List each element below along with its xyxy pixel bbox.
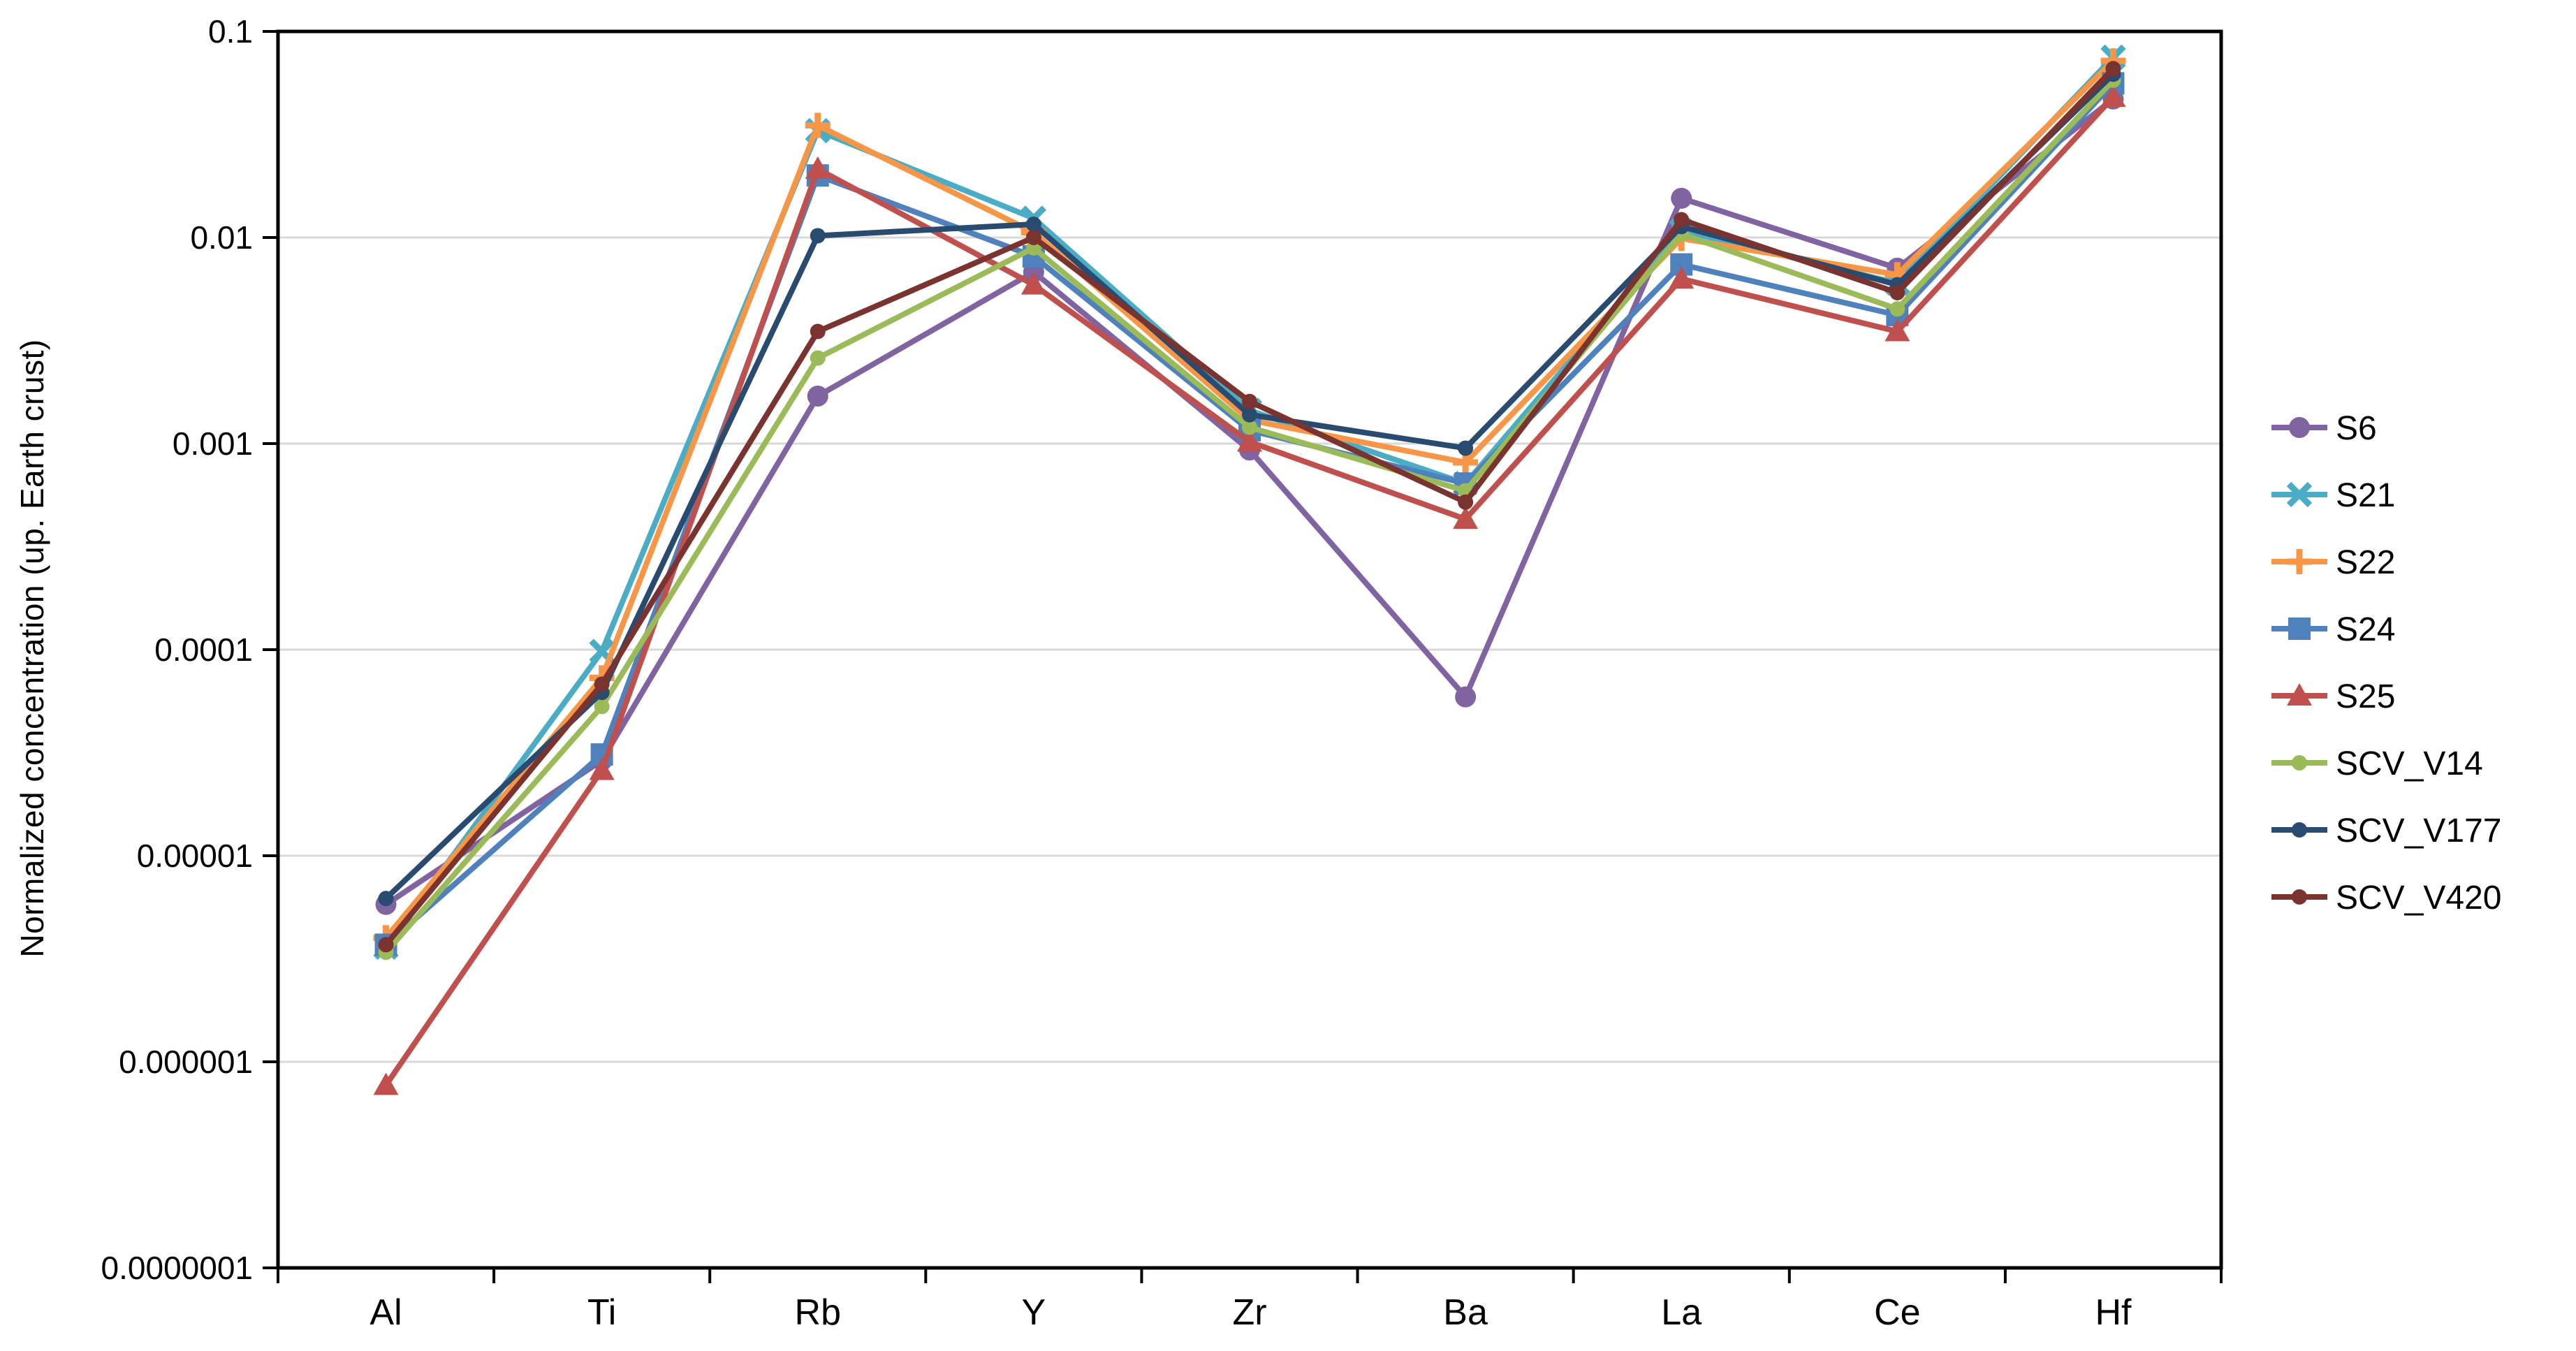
marker-SCV_V14-Rb	[810, 350, 826, 366]
x-category-label: Zr	[1232, 1292, 1266, 1333]
legend-label-S21: S21	[2336, 477, 2395, 514]
marker-SCV_V420-Al	[378, 937, 394, 953]
marker-S25-Ce	[1885, 319, 1910, 342]
x-category-label: La	[1661, 1292, 1702, 1333]
series-line-S25	[383, 95, 2116, 1087]
legend-marker-SCV_V14	[2292, 755, 2307, 771]
marker-SCV_V14-Zr	[1242, 419, 1257, 435]
legend-label-S22: S22	[2336, 544, 2395, 581]
marker-SCV_V420-Ba	[1458, 494, 1474, 510]
marker-S25-Zr	[1237, 429, 1262, 452]
legend-label-S25: S25	[2336, 678, 2395, 715]
marker-S25-Al	[373, 1072, 399, 1095]
marker-S25-Y	[1020, 272, 1046, 295]
marker-S25-Rb	[805, 156, 830, 179]
marker-SCV_V14-Ce	[1889, 301, 1905, 317]
x-category-label: Ce	[1874, 1292, 1920, 1333]
y-tick-label: 0.01	[190, 219, 253, 256]
y-tick-label: 0.0000001	[101, 1250, 253, 1286]
x-category-label: Rb	[795, 1292, 841, 1333]
marker-SCV_V420-Y	[1025, 230, 1041, 245]
legend-label-SCV_V14: SCV_V14	[2336, 745, 2483, 782]
legend-marker-SCV_V177	[2292, 822, 2307, 838]
marker-SCV_V420-Rb	[810, 323, 826, 339]
marker-SCV_V420-Ti	[594, 676, 610, 692]
x-category-label: Ba	[1443, 1292, 1488, 1333]
x-category-label: Hf	[2095, 1292, 2132, 1333]
y-tick-label: 0.1	[208, 13, 253, 50]
marker-S6-La	[1671, 187, 1692, 209]
legend-marker-S25	[2287, 683, 2312, 706]
marker-SCV_V177-Y	[1025, 216, 1041, 232]
y-tick-label: 0.00001	[137, 838, 253, 874]
x-category-label: Y	[1022, 1292, 1046, 1333]
series-line-SCV_V420	[383, 66, 2116, 947]
marker-SCV_V420-Ce	[1889, 284, 1905, 300]
y-tick-label: 0.000001	[119, 1044, 253, 1080]
x-category-label: Al	[369, 1292, 402, 1333]
marker-S6-Rb	[807, 386, 828, 407]
legend-label-S6: S6	[2336, 410, 2377, 447]
marker-SCV_V177-Rb	[810, 228, 826, 244]
marker-S25-Hf	[2100, 85, 2126, 108]
legend-label-SCV_V177: SCV_V177	[2336, 812, 2502, 849]
marker-SCV_V177-Zr	[1242, 407, 1257, 423]
legend-marker-S22	[2287, 549, 2312, 574]
legend-label-S24: S24	[2336, 611, 2395, 648]
series-line-S22	[383, 59, 2116, 940]
y-tick-label: 0.001	[173, 425, 253, 462]
marker-S6-Ba	[1455, 686, 1477, 708]
marker-SCV_V420-Hf	[2105, 61, 2121, 77]
series-line-SCV_V14	[383, 78, 2116, 954]
marker-S22-Rb	[805, 112, 830, 138]
legend-marker-S24	[2288, 618, 2311, 640]
legend-marker-S6	[2289, 417, 2310, 438]
marker-SCV_V177-Al	[378, 891, 394, 907]
marker-S25-Ba	[1453, 506, 1479, 530]
series-line-S21	[383, 55, 2116, 949]
legend-marker-S21	[2286, 481, 2313, 508]
y-tick-label: 0.0001	[154, 631, 253, 668]
marker-SCV_V177-Ba	[1458, 440, 1474, 456]
marker-S25-La	[1669, 266, 1695, 289]
legend-label-SCV_V420: SCV_V420	[2336, 879, 2502, 917]
marker-SCV_V14-Ti	[594, 699, 610, 715]
series-line-S24	[383, 81, 2116, 947]
legend-marker-SCV_V420	[2292, 889, 2307, 905]
marker-SCV_V420-Zr	[1242, 393, 1257, 409]
marker-S25-Ti	[589, 757, 615, 780]
marker-SCV_V420-La	[1674, 212, 1690, 228]
x-category-label: Ti	[587, 1292, 616, 1333]
series-line-SCV_V177	[383, 72, 2116, 901]
series-line-S6	[384, 96, 2115, 907]
